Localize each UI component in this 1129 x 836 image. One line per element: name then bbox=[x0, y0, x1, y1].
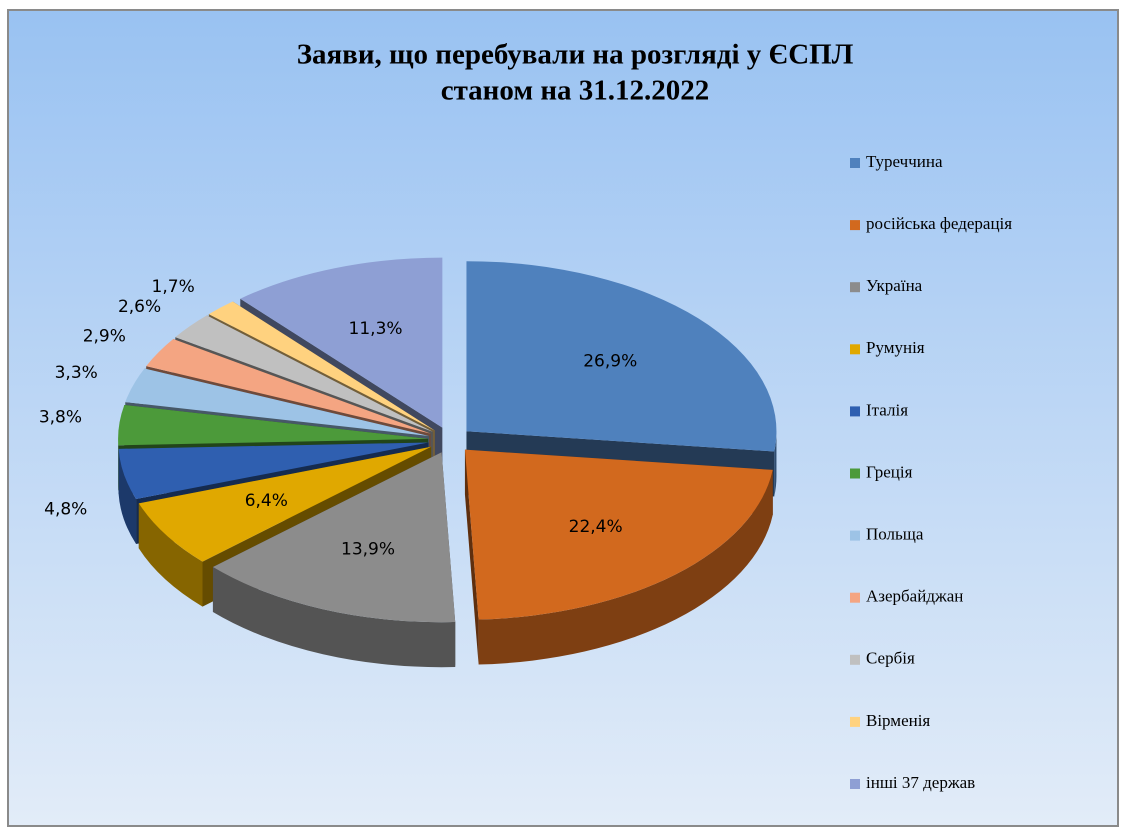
slice-side bbox=[138, 503, 203, 607]
legend-label: російська федерація bbox=[866, 214, 1012, 233]
legend-label: Туреччина bbox=[866, 152, 943, 171]
data-label: 2,6% bbox=[118, 297, 161, 317]
legend-label: інші 37 держав bbox=[866, 773, 975, 792]
chart-title: станом на 31.12.2022 bbox=[441, 75, 710, 107]
slice bbox=[146, 339, 431, 434]
slice bbox=[118, 404, 429, 446]
chart-title: Заяви, що перебували на розгляді у ЄСПЛ bbox=[297, 39, 854, 71]
slice bbox=[240, 257, 443, 428]
legend-swatch bbox=[850, 220, 860, 231]
data-label: 11,3% bbox=[349, 319, 403, 339]
legend-label: Греція bbox=[866, 462, 913, 481]
legend-label: Азербайджан bbox=[866, 587, 963, 606]
legend-label: Сербія bbox=[866, 649, 915, 668]
data-label: 1,7% bbox=[152, 277, 195, 297]
slice bbox=[175, 315, 433, 432]
legend-swatch bbox=[850, 158, 860, 168]
slice bbox=[125, 368, 430, 437]
data-label: 4,8% bbox=[44, 500, 87, 520]
data-label: 6,4% bbox=[245, 491, 288, 511]
slice-side bbox=[212, 567, 456, 668]
slice bbox=[118, 442, 429, 500]
data-label: 2,9% bbox=[83, 326, 126, 346]
legend-swatch bbox=[850, 530, 860, 541]
legend-label: Україна bbox=[866, 276, 923, 295]
slice-side bbox=[774, 431, 777, 497]
legend-label: Румунія bbox=[866, 338, 925, 357]
slice-side bbox=[478, 469, 773, 665]
legend-swatch bbox=[850, 779, 860, 789]
data-label: 3,8% bbox=[39, 407, 82, 427]
slice bbox=[464, 449, 773, 620]
legend-swatch bbox=[850, 344, 860, 355]
legend-swatch bbox=[850, 468, 860, 479]
data-label: 22,4% bbox=[569, 517, 623, 537]
data-label: 26,9% bbox=[583, 351, 637, 371]
slice-tops bbox=[118, 257, 777, 623]
slice-radial-side bbox=[464, 449, 479, 665]
legend-swatch bbox=[850, 406, 860, 417]
legend-swatch bbox=[850, 654, 860, 665]
slice bbox=[466, 261, 777, 452]
legend-label: Італія bbox=[866, 400, 908, 419]
data-label: 3,3% bbox=[55, 363, 98, 383]
legend-swatch bbox=[850, 282, 860, 293]
data-label: 13,9% bbox=[341, 540, 395, 560]
legend-label: Вірменія bbox=[866, 711, 930, 730]
legend-label: Польща bbox=[866, 525, 924, 544]
legend-swatch bbox=[850, 592, 860, 603]
legend-swatch bbox=[850, 716, 860, 727]
slice bbox=[208, 301, 435, 431]
slice bbox=[138, 446, 432, 562]
slice bbox=[212, 452, 456, 623]
slice-side bbox=[118, 448, 137, 545]
